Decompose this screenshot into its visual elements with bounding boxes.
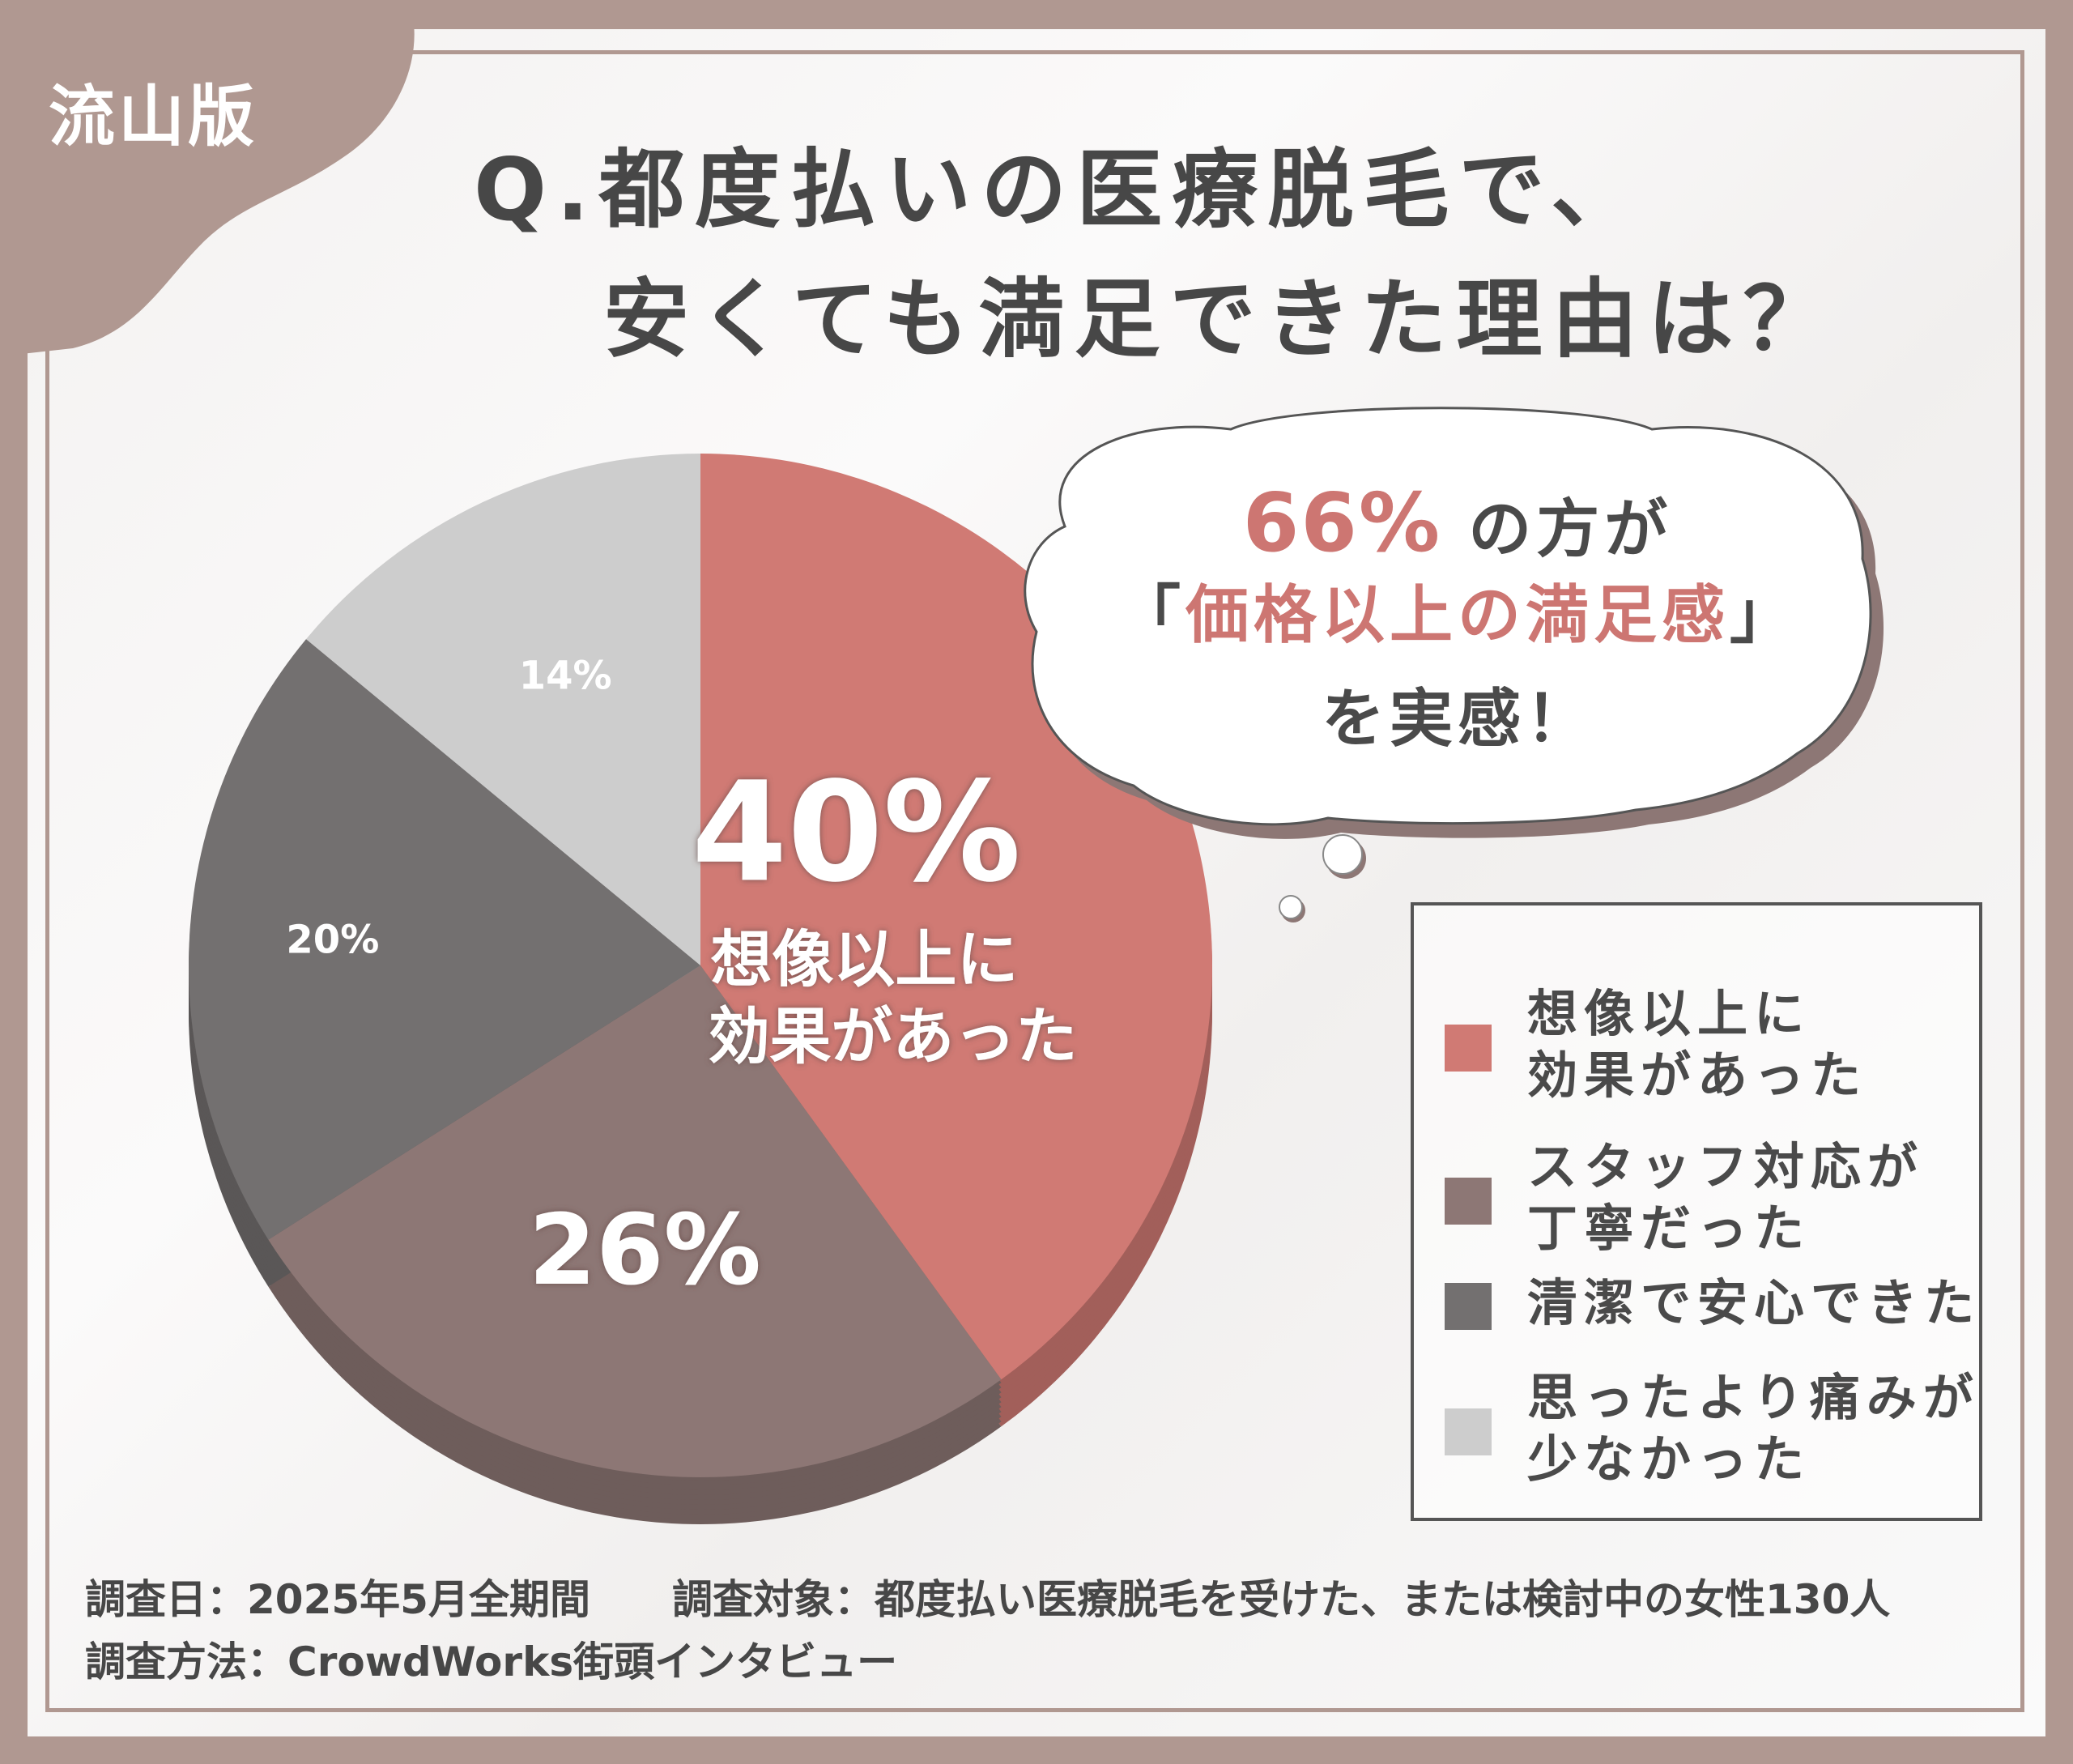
- callout-percent: 66%: [1242, 475, 1442, 570]
- legend-swatch: [1445, 1178, 1492, 1225]
- corner-badge-shape: [0, 0, 415, 356]
- pie-slice: [306, 454, 700, 965]
- chart-legend: 想像以上に 効果があった スタッフ対応が 丁寧だった清潔で安心できた思ったより痛み…: [1411, 902, 1982, 1521]
- legend-label: スタッフ対応が 丁寧だった: [1527, 1137, 1925, 1258]
- page-title-line-1: Q.都度払いの医療脱毛で、: [474, 140, 1647, 240]
- legend-label: 想像以上に 効果があった: [1527, 984, 1868, 1105]
- pie-value-label: 20%: [286, 917, 379, 962]
- legend-swatch: [1445, 1408, 1492, 1455]
- legend-label: 思ったより痛みが 少なかった: [1527, 1368, 1980, 1489]
- pie-value-label: 26%: [529, 1195, 761, 1307]
- legend-swatch: [1445, 1025, 1492, 1072]
- callout-line-1: 66% の方が: [1101, 483, 1814, 569]
- pie-slice: [188, 639, 700, 1240]
- page-title-line-2: 安くても満足できた理由は？: [603, 270, 1839, 369]
- inner-frame: [45, 50, 2024, 1712]
- legend-swatch: [1445, 1283, 1492, 1330]
- callout-line-3: を実感！: [1321, 683, 1594, 756]
- pie-value-label: 14%: [519, 653, 612, 698]
- callout-line-1-suffix: の方が: [1468, 493, 1673, 566]
- survey-method: 調査方法：CrowdWorks街頭インタビュー: [85, 1638, 898, 1685]
- callout-line-2: 「価格以上の満足感」: [1101, 577, 1814, 654]
- survey-target: 調査対象：都度払い医療脱毛を受けた、または検討中の女性130人: [672, 1576, 1891, 1623]
- region-badge: 流山版: [49, 79, 258, 156]
- callout-close-bracket: 」: [1730, 579, 1798, 652]
- callout-open-bracket: 「: [1117, 579, 1185, 652]
- survey-date: 調査日：2025年5月全期間: [85, 1576, 590, 1623]
- pie-slice: [268, 965, 1002, 1477]
- pie-inner-label-line: 想像以上に: [710, 923, 1018, 995]
- pie-inner-label-line: 効果があった: [708, 1000, 1077, 1072]
- speech-bubble: [1024, 407, 1884, 922]
- callout-highlight: 価格以上の満足感: [1185, 579, 1730, 652]
- pie-value-label: 40%: [692, 752, 1021, 913]
- legend-label: 清潔で安心できた: [1527, 1273, 1981, 1332]
